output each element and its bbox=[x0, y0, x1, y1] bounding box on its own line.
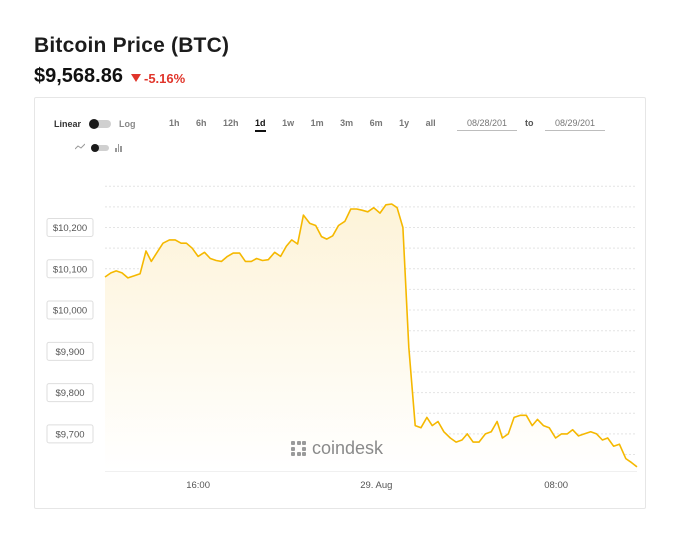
y-tick-box bbox=[46, 218, 94, 238]
y-tick-box bbox=[46, 341, 94, 361]
page-title: Bitcoin Price (BTC) bbox=[34, 34, 230, 57]
coindesk-watermark: coindesk bbox=[291, 438, 383, 459]
coindesk-logo-icon bbox=[291, 441, 306, 456]
date-to-input[interactable]: 08/29/201 bbox=[545, 118, 605, 131]
y-tick-label: $9,800 bbox=[55, 388, 84, 399]
chart-style-toggle[interactable] bbox=[91, 144, 109, 152]
range-tab-1w[interactable]: 1w bbox=[282, 118, 295, 128]
date-to-label: to bbox=[525, 118, 534, 128]
chart-style-toggle-row bbox=[74, 143, 122, 153]
price-change-value: -5.16% bbox=[143, 70, 186, 86]
y-tick-label: $10,200 bbox=[53, 223, 87, 234]
range-tab-3m[interactable]: 3m bbox=[340, 118, 354, 128]
line-chart-icon[interactable] bbox=[74, 143, 86, 153]
range-tab-6m[interactable]: 6m bbox=[369, 118, 383, 128]
price-line bbox=[104, 203, 638, 468]
price-row: $9,568.86 -5.16% bbox=[34, 65, 185, 88]
range-tab-1m[interactable]: 1m bbox=[310, 118, 324, 128]
y-tick-label: $9,900 bbox=[55, 347, 84, 358]
range-tab-1y[interactable]: 1y bbox=[399, 118, 410, 128]
y-tick-label: $9,700 bbox=[55, 429, 84, 440]
toggle-knob bbox=[89, 119, 100, 129]
y-tick-box bbox=[46, 300, 94, 320]
bar-chart-icon[interactable] bbox=[115, 144, 122, 152]
down-triangle-icon bbox=[130, 74, 141, 82]
y-tick-box bbox=[46, 259, 94, 279]
range-tab-6h[interactable]: 6h bbox=[196, 118, 207, 128]
range-tab-1d[interactable]: 1d bbox=[255, 118, 266, 132]
x-tick-label: 29. Aug bbox=[360, 480, 392, 491]
range-tab-1h[interactable]: 1h bbox=[169, 118, 180, 128]
x-tick-label: 16:00 bbox=[186, 480, 210, 491]
watermark-text: coindesk bbox=[312, 438, 384, 458]
scale-toggle-row: Linear Log bbox=[54, 117, 136, 131]
price-area bbox=[105, 204, 637, 471]
price-change: -5.16% bbox=[130, 70, 186, 86]
y-tick-box bbox=[46, 424, 94, 444]
y-tick-label: $10,100 bbox=[53, 264, 87, 275]
range-tab-12h[interactable]: 12h bbox=[223, 118, 239, 128]
y-tick-label: $10,000 bbox=[53, 306, 87, 317]
toggle-knob bbox=[91, 144, 99, 152]
current-price: $9,568.86 bbox=[34, 65, 123, 87]
range-tabs: 1h 6h 12h 1d 1w 1m 3m 6m 1y all bbox=[169, 118, 452, 132]
x-tick-label: 08:00 bbox=[544, 480, 568, 491]
range-tab-all[interactable]: all bbox=[425, 118, 436, 128]
scale-toggle[interactable] bbox=[89, 119, 112, 129]
scale-linear-label[interactable]: Linear bbox=[54, 119, 82, 129]
y-tick-box bbox=[46, 383, 94, 403]
scale-log-label[interactable]: Log bbox=[119, 119, 136, 129]
date-from-input[interactable]: 08/28/201 bbox=[457, 118, 517, 131]
